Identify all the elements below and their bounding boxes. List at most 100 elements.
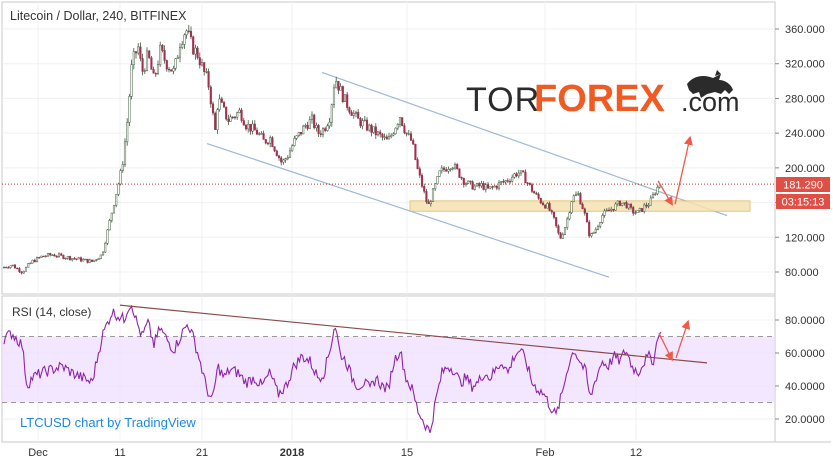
candle-body [552, 211, 556, 218]
candle-body [117, 183, 120, 195]
candle-body [198, 57, 201, 66]
candle-body [255, 129, 259, 135]
candle-body [183, 34, 186, 45]
candle-body [139, 46, 142, 59]
candle-body [304, 125, 307, 127]
rsi-band-layer [2, 336, 775, 403]
candle-body [354, 111, 358, 114]
candle-body [640, 208, 644, 212]
candle-body [53, 254, 56, 257]
candle-body [112, 205, 116, 214]
candle-body [264, 139, 267, 144]
brand-logo: TOR FOREX .com [466, 70, 740, 120]
candle-body [77, 257, 80, 260]
candle-body [251, 123, 254, 132]
candle-body [95, 259, 98, 261]
candle-body [266, 142, 270, 145]
candle-body [119, 170, 122, 185]
rsi-arrow-up [675, 319, 691, 359]
candle-body [141, 58, 144, 72]
candles-layer [2, 25, 661, 275]
candle-body [508, 181, 512, 183]
candle-body [288, 150, 292, 158]
attribution-link[interactable]: LTCUSD chart by TradingView [20, 415, 196, 430]
candle-body [539, 198, 542, 204]
candle-body [68, 256, 72, 261]
candle-body [438, 170, 441, 177]
candle-body [425, 191, 428, 203]
candle-body [207, 71, 210, 88]
candle-body [559, 232, 562, 239]
candle-body [574, 194, 578, 197]
x-tick-label: 12 [630, 447, 642, 459]
candle-body [330, 104, 333, 123]
candle-body [348, 107, 351, 113]
candle-body [370, 124, 373, 133]
candle-body [346, 94, 349, 108]
candle-body [328, 121, 331, 127]
candle-body [493, 185, 496, 188]
candle-body [66, 256, 69, 259]
candle-body [656, 187, 659, 195]
rsi-band [2, 336, 775, 403]
candle-body [537, 193, 540, 199]
candle-body [418, 168, 421, 176]
candle-body [590, 233, 593, 237]
candle-body [132, 51, 135, 65]
brand-tor: TOR [466, 81, 540, 119]
candle-body [616, 200, 619, 205]
candle-body [341, 86, 344, 102]
candle-body [205, 71, 208, 73]
candle-body [414, 143, 417, 160]
candle-body [27, 263, 30, 268]
candle-body [482, 183, 485, 190]
candle-body [557, 225, 560, 234]
candle-body [247, 123, 250, 130]
candle-body [145, 50, 149, 71]
candle-body [636, 210, 639, 213]
candle-body [203, 62, 206, 72]
candle-body [436, 176, 439, 185]
price-tick-label: 120.000 [785, 232, 825, 244]
candle-body [273, 146, 276, 152]
candle-body [654, 193, 657, 195]
candle-body [185, 30, 188, 36]
candle-body [475, 183, 479, 187]
candle-body [167, 68, 171, 71]
candle-body [218, 98, 221, 110]
candle-body [57, 253, 61, 257]
candle-body [511, 176, 514, 182]
candle-body [236, 112, 239, 118]
candle-body [295, 135, 298, 139]
candle-body [9, 265, 12, 268]
candle-body [464, 183, 468, 185]
candle-body [181, 44, 184, 48]
rsi-line [3, 304, 662, 434]
candle-body [638, 208, 641, 211]
candle-body [603, 210, 606, 216]
x-tick-label: 21 [196, 447, 208, 459]
candle-body [293, 138, 296, 147]
rsi-title: RSI (14, close) [12, 305, 91, 319]
candle-body [361, 120, 364, 127]
candle-body [526, 182, 529, 184]
candle-body [44, 255, 47, 258]
candle-body [2, 266, 6, 269]
candle-body [627, 204, 630, 209]
candle-body [90, 259, 94, 262]
candle-body [82, 259, 85, 262]
candle-body [394, 127, 397, 135]
candle-body [260, 133, 263, 135]
candle-body [170, 69, 173, 72]
candle-body [275, 150, 278, 157]
candle-body [429, 201, 432, 205]
candle-body [500, 181, 503, 183]
candle-body [398, 117, 402, 125]
candle-body [517, 172, 520, 177]
candle-body [40, 255, 43, 258]
candle-body [88, 259, 91, 263]
candle-body [176, 56, 179, 59]
candle-body [541, 202, 545, 206]
rsi-tick-label: 20.0000 [785, 414, 825, 426]
